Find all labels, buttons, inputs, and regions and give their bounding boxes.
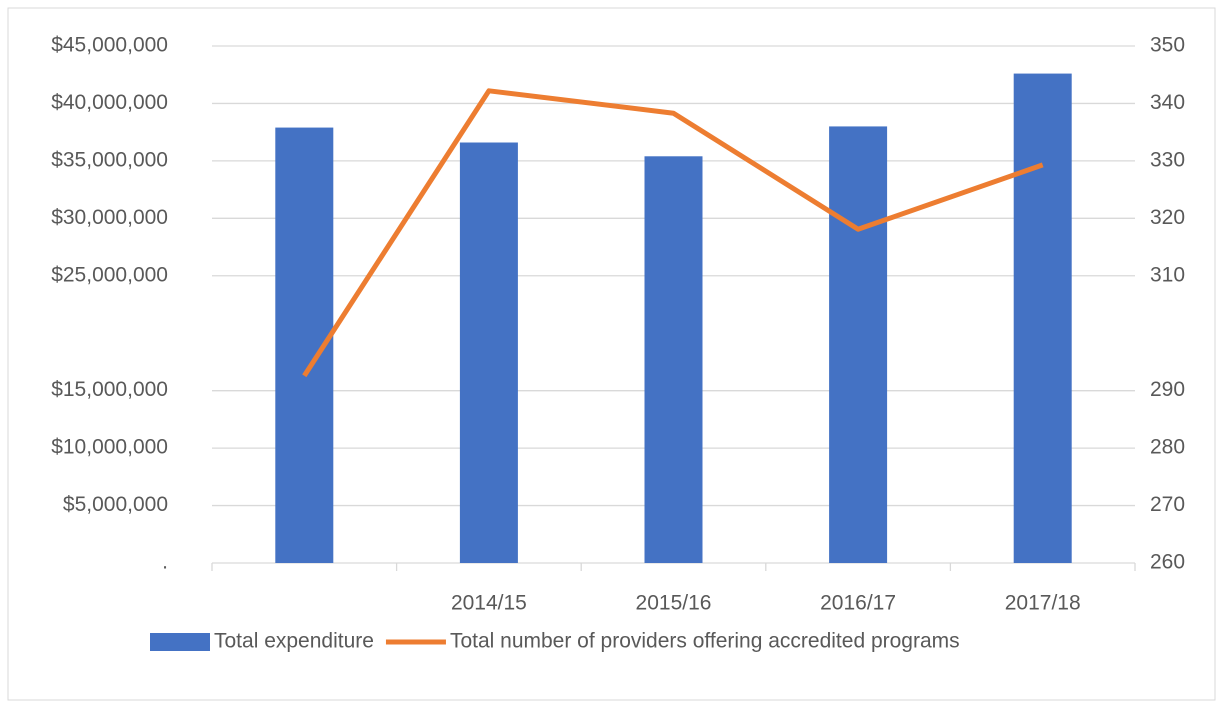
y-tick-label: $35,000,000 [51,148,168,171]
legend-label: Total expenditure [214,630,374,653]
y2-tick-label: 270 [1150,493,1185,516]
y2-tick-label: 260 [1150,551,1185,574]
y2-tick-label: 310 [1150,263,1185,286]
y2-tick-label: 290 [1150,378,1185,401]
x-tick-label: 2017/18 [1005,592,1081,615]
line [302,88,1044,378]
bar [459,142,518,564]
y-tick-label: . [162,551,168,574]
x-tick-label: 2016/17 [820,592,896,615]
y2-tick-label: 350 [1150,34,1185,57]
y-tick-label: $40,000,000 [51,91,168,114]
bar [829,126,888,563]
legend-label: Total number of providers offering accre… [450,630,960,653]
x-tick-label: 2015/16 [636,592,712,615]
y2-tick-label: 330 [1150,148,1185,171]
y-tick-label: $5,000,000 [63,493,168,516]
bar [644,156,703,563]
y-tick-label: $25,000,000 [51,263,168,286]
y-tick-label: $45,000,000 [51,34,168,57]
y2-tick-label: 340 [1150,91,1185,114]
x-tick-label: 2014/15 [451,592,527,615]
y2-tick-label: 320 [1150,206,1185,229]
legend-swatch [150,633,210,651]
y-tick-label: $30,000,000 [51,206,168,229]
y-tick-label: $10,000,000 [51,436,168,459]
bar [1013,73,1072,563]
y2-tick-label: 280 [1150,436,1185,459]
y-tick-label: $15,000,000 [51,378,168,401]
